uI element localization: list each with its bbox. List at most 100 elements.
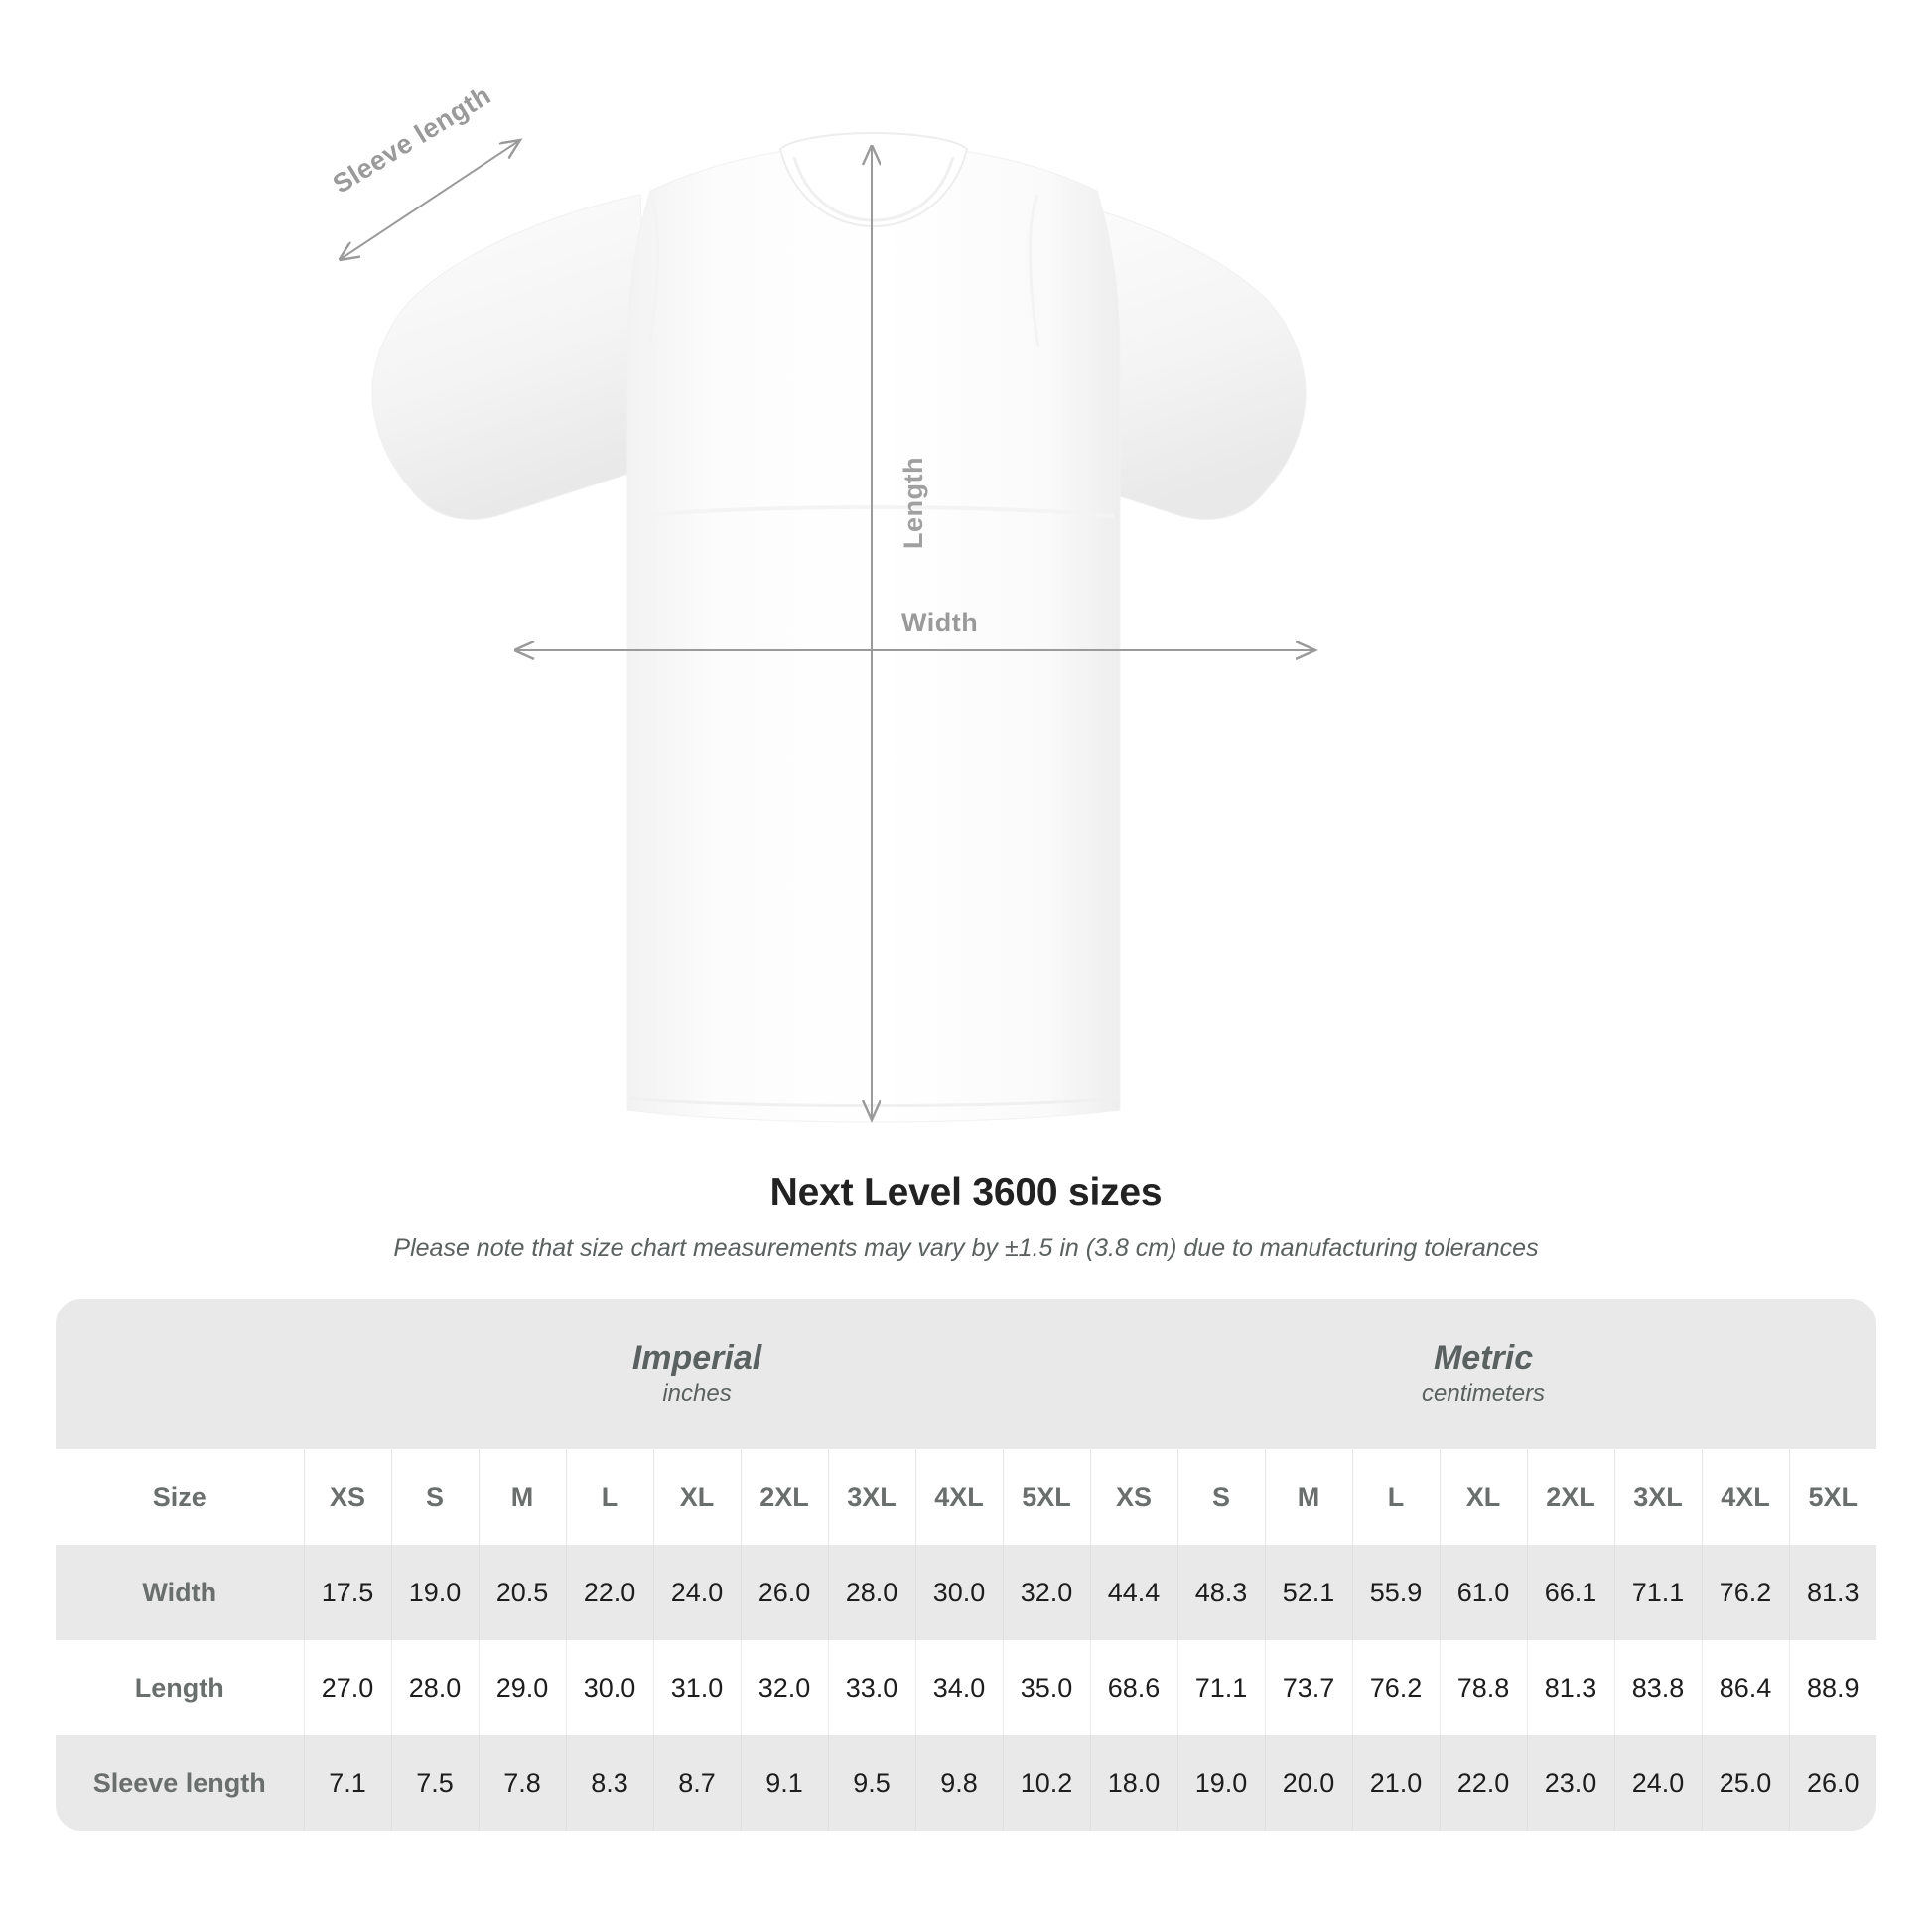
size-header-4xl-metric: 4XL	[1701, 1449, 1790, 1545]
cell-sleeve-length-imperial-l: 8.3	[565, 1735, 653, 1831]
size-header-xl-imperial: XL	[652, 1449, 741, 1545]
cell-sleeve-length-imperial-2xl: 9.1	[740, 1735, 828, 1831]
cell-length-metric-l: 76.2	[1351, 1640, 1441, 1735]
size-header-3xl-metric: 3XL	[1613, 1449, 1703, 1545]
unit-system-header-row: Imperial inches Metric centimeters	[56, 1299, 1877, 1449]
cell-width-imperial-3xl: 28.0	[827, 1545, 915, 1640]
cell-width-imperial-2xl: 26.0	[740, 1545, 828, 1640]
cell-length-imperial-xl: 31.0	[652, 1640, 741, 1735]
unit-system-subtitle: inches	[662, 1379, 732, 1407]
size-header-xs-metric: XS	[1089, 1449, 1178, 1545]
cell-width-metric-5xl: 81.3	[1788, 1545, 1877, 1640]
size-header-l-imperial: L	[565, 1449, 653, 1545]
cell-length-imperial-l: 30.0	[565, 1640, 653, 1735]
size-header-s-imperial: S	[390, 1449, 479, 1545]
cell-length-imperial-m: 29.0	[478, 1640, 566, 1735]
tshirt-shoulder-seam-right	[1028, 194, 1040, 348]
tshirt-shoulder-seam-left	[647, 194, 660, 348]
size-header-2xl-imperial: 2XL	[740, 1449, 828, 1545]
tshirt-measurement-diagram: Sleeve length Length Width	[0, 80, 1932, 1152]
cell-width-imperial-m: 20.5	[478, 1545, 566, 1640]
cell-width-metric-4xl: 76.2	[1701, 1545, 1790, 1640]
size-chart-table: Imperial inches Metric centimeters Size XS S M L…	[56, 1299, 1877, 1831]
unit-system-metric: Metric centimeters	[1090, 1299, 1877, 1449]
cell-length-metric-s: 71.1	[1176, 1640, 1266, 1735]
length-label: Length	[898, 457, 928, 549]
cell-length-imperial-5xl: 35.0	[1002, 1640, 1091, 1735]
size-chart-table-wrapper: Imperial inches Metric centimeters Size XS S M L…	[56, 1299, 1877, 1831]
size-header-4xl-imperial: 4XL	[914, 1449, 1003, 1545]
cell-width-metric-3xl: 71.1	[1613, 1545, 1703, 1640]
size-header-m-metric: M	[1264, 1449, 1353, 1545]
size-header-s-metric: S	[1176, 1449, 1266, 1545]
size-header-row: Size XS S M L XL 2XL 3XL 4XL 5XL XS S M L XL 2XL 3XL 4XL 5…	[56, 1449, 1877, 1545]
cell-sleeve-length-imperial-xs: 7.1	[303, 1735, 391, 1831]
cell-length-imperial-3xl: 33.0	[827, 1640, 915, 1735]
unit-system-subtitle: centimeters	[1422, 1379, 1546, 1407]
unit-system-imperial: Imperial inches	[304, 1299, 1091, 1449]
cell-length-imperial-4xl: 34.0	[914, 1640, 1003, 1735]
cell-length-imperial-s: 28.0	[390, 1640, 479, 1735]
tolerance-note: Please note that size chart measurements…	[393, 1234, 1539, 1262]
cell-width-imperial-4xl: 30.0	[914, 1545, 1003, 1640]
cell-sleeve-length-metric-4xl: 25.0	[1701, 1735, 1790, 1831]
cell-sleeve-length-metric-m: 20.0	[1264, 1735, 1353, 1831]
cell-length-metric-m: 73.7	[1264, 1640, 1353, 1735]
cell-width-imperial-5xl: 32.0	[1002, 1545, 1091, 1640]
cell-width-metric-xs: 44.4	[1089, 1545, 1178, 1640]
tshirt-left-sleeve	[371, 194, 651, 520]
sleeve-length-arrow	[341, 140, 520, 259]
cell-sleeve-length-imperial-xl: 8.7	[652, 1735, 741, 1831]
unit-system-name: Imperial	[631, 1338, 762, 1377]
cell-length-metric-4xl: 86.4	[1701, 1640, 1790, 1735]
cell-length-metric-xs: 68.6	[1089, 1640, 1178, 1735]
cell-sleeve-length-metric-2xl: 23.0	[1526, 1735, 1615, 1831]
cell-sleeve-length-metric-3xl: 24.0	[1613, 1735, 1703, 1831]
table-row: Sleeve length 7.1 7.5 7.8 8.3 8.7 9.1 9.5 9.8 10.…	[56, 1735, 1877, 1831]
row-label-sleeve-length: Sleeve length	[56, 1735, 304, 1831]
cell-length-metric-xl: 78.8	[1439, 1640, 1528, 1735]
cell-length-imperial-xs: 27.0	[303, 1640, 391, 1735]
cell-sleeve-length-metric-s: 19.0	[1176, 1735, 1266, 1831]
cell-sleeve-length-imperial-3xl: 9.5	[827, 1735, 915, 1831]
size-header-l-metric: L	[1351, 1449, 1441, 1545]
cell-length-metric-2xl: 81.3	[1526, 1640, 1615, 1735]
row-label-length: Length	[56, 1640, 304, 1735]
size-header-2xl-metric: 2XL	[1526, 1449, 1615, 1545]
cell-length-imperial-2xl: 32.0	[740, 1640, 828, 1735]
width-label: Width	[901, 608, 979, 637]
cell-width-imperial-xs: 17.5	[303, 1545, 391, 1640]
cell-length-metric-5xl: 88.9	[1788, 1640, 1877, 1735]
size-header-m-imperial: M	[478, 1449, 566, 1545]
unit-system-name: Metric	[1433, 1338, 1534, 1377]
cell-width-metric-xl: 61.0	[1439, 1545, 1528, 1640]
size-header-3xl-imperial: 3XL	[827, 1449, 915, 1545]
table-row: Width 17.5 19.0 20.5 22.0 24.0 26.0 28.0 30.0 32.…	[56, 1545, 1877, 1640]
cell-sleeve-length-imperial-s: 7.5	[390, 1735, 479, 1831]
cell-sleeve-length-metric-l: 21.0	[1351, 1735, 1441, 1831]
cell-width-metric-s: 48.3	[1176, 1545, 1266, 1640]
size-column-header: Size	[56, 1449, 304, 1545]
table-row: Length 27.0 28.0 29.0 30.0 31.0 32.0 33.0 34.0 35…	[56, 1640, 1877, 1735]
cell-sleeve-length-imperial-m: 7.8	[478, 1735, 566, 1831]
cell-width-metric-2xl: 66.1	[1526, 1545, 1615, 1640]
table-corner-cell	[56, 1299, 304, 1449]
size-header-xs-imperial: XS	[303, 1449, 391, 1545]
cell-sleeve-length-metric-xs: 18.0	[1089, 1735, 1178, 1831]
cell-length-metric-3xl: 83.8	[1613, 1640, 1703, 1735]
size-header-5xl-metric: 5XL	[1788, 1449, 1877, 1545]
size-header-xl-metric: XL	[1439, 1449, 1528, 1545]
cell-sleeve-length-imperial-4xl: 9.8	[914, 1735, 1003, 1831]
tshirt-body	[626, 150, 1121, 1123]
cell-width-imperial-s: 19.0	[390, 1545, 479, 1640]
row-label-width: Width	[56, 1545, 304, 1640]
cell-sleeve-length-imperial-5xl: 10.2	[1002, 1735, 1091, 1831]
cell-width-metric-l: 55.9	[1351, 1545, 1441, 1640]
tshirt-illustration	[0, 131, 1932, 1152]
cell-sleeve-length-metric-xl: 22.0	[1439, 1735, 1528, 1831]
page-title: Next Level 3600 sizes	[769, 1172, 1163, 1214]
cell-width-metric-m: 52.1	[1264, 1545, 1353, 1640]
cell-width-imperial-xl: 24.0	[652, 1545, 741, 1640]
cell-sleeve-length-metric-5xl: 26.0	[1788, 1735, 1877, 1831]
size-header-5xl-imperial: 5XL	[1002, 1449, 1091, 1545]
